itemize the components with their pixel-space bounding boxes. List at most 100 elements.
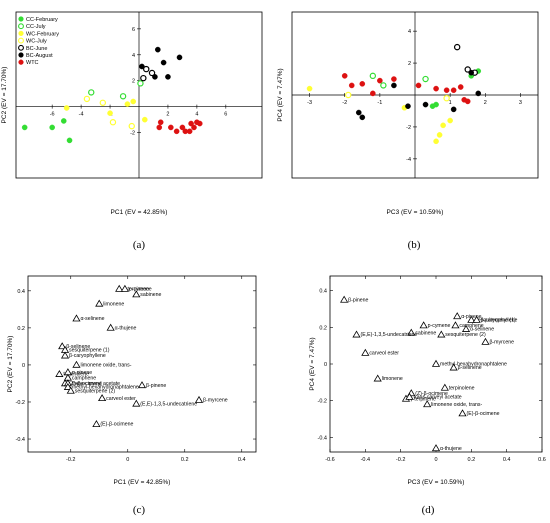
point-label: α-selinene [470, 327, 494, 333]
data-point [467, 315, 476, 323]
data-point [21, 124, 28, 131]
x-tick-label: -3 [307, 100, 312, 106]
y-axis-label: PC4 (EV = 7.47%) [277, 68, 284, 121]
data-point [429, 103, 436, 109]
y-tick-label: 2 [408, 61, 411, 67]
data-point [188, 120, 194, 127]
point-label: β-caryophyllene [481, 318, 518, 324]
data-point [475, 90, 482, 97]
y-tick-label: 0 [324, 362, 327, 368]
data-point [457, 84, 464, 90]
y-tick-label: 4 [132, 53, 135, 59]
point-label: sesquiterpene (2) [445, 332, 486, 338]
data-point [453, 312, 462, 320]
legend-marker [18, 23, 24, 30]
data-point [63, 382, 72, 390]
data-point [107, 110, 113, 116]
data-point [173, 128, 180, 135]
data-point [66, 386, 75, 394]
x-tick-label: 0.4 [238, 457, 246, 463]
data-point [437, 330, 446, 338]
data-point [423, 400, 432, 408]
point-label: trans-carveyl acetate [414, 395, 462, 401]
data-point [196, 120, 203, 127]
data-point [194, 395, 204, 403]
y-tick-label: 0.2 [17, 326, 25, 332]
data-point [55, 370, 64, 377]
y-tick-label: 0.4 [17, 289, 25, 295]
data-point [422, 75, 429, 83]
data-point [431, 359, 441, 367]
y-tick-label: -0.4 [16, 437, 25, 443]
data-point [451, 321, 460, 329]
panel-label: (c) [133, 504, 146, 516]
point-label: α-pinene [72, 370, 92, 376]
data-point [450, 87, 457, 94]
data-point [461, 324, 471, 332]
data-point [148, 69, 156, 77]
y-tick-label: 0.2 [319, 325, 327, 331]
y-tick-label: -0.2 [318, 399, 327, 405]
data-point [66, 137, 73, 144]
data-point [458, 409, 467, 417]
point-label: p-cymene [129, 286, 152, 292]
y-tick-label: -4 [406, 157, 411, 163]
point-label: sesquiterpene (2) [75, 388, 116, 394]
x-axis-label: PC1 (EV = 42.85%) [111, 209, 168, 216]
x-tick-label: 0.2 [181, 457, 189, 463]
data-point [132, 290, 141, 298]
panel-label: (d) [422, 504, 435, 516]
data-point [391, 82, 397, 89]
data-point [443, 94, 450, 102]
data-point [120, 284, 129, 292]
legend-marker [18, 44, 24, 51]
data-point [176, 54, 183, 61]
y-tick-label: -0.4 [318, 435, 327, 441]
data-point [433, 85, 439, 92]
legend-marker [18, 52, 24, 58]
data-point [60, 351, 70, 359]
data-point [130, 98, 137, 105]
data-point [440, 383, 449, 391]
data-point [137, 381, 147, 389]
data-point [355, 109, 362, 116]
x-tick-label: 0.4 [503, 457, 511, 463]
data-point [373, 374, 382, 382]
data-point [472, 315, 481, 323]
data-point [433, 138, 439, 145]
data-point [370, 90, 376, 97]
y-tick-label: 0 [22, 363, 25, 369]
data-point [63, 105, 70, 111]
data-point [464, 66, 471, 73]
data-point [440, 122, 446, 129]
point-label: β-selinene [458, 365, 482, 371]
x-tick-label: 2 [166, 112, 169, 118]
y-axis-label: PC2 (EV = 17.70%) [7, 336, 14, 393]
data-point [348, 82, 355, 89]
data-point [98, 394, 107, 402]
x-tick-label: -4 [79, 112, 84, 118]
point-label: (E)-β-ocimene [100, 422, 133, 428]
data-point [155, 46, 161, 53]
data-point [115, 284, 124, 292]
x-tick-label: 6 [224, 112, 227, 118]
point-label: β-pinene [348, 297, 368, 303]
point-label: limonene [103, 301, 124, 307]
y-tick-label: 0.4 [319, 289, 327, 295]
data-point [49, 124, 55, 131]
point-label: trans-carveyl acetate [72, 381, 120, 387]
data-point [447, 117, 453, 124]
y-tick-label: 2 [132, 79, 135, 85]
legend-label: BC-August [26, 53, 53, 59]
panel-3: -0.2 0 0.2 0.4 -0.4 -0.2 0 0.2 0.4 PC1 (EV = 42.8… [7, 275, 257, 516]
data-point [124, 101, 131, 107]
point-label: β-caryophyllene [69, 353, 106, 359]
data-point [377, 77, 383, 84]
data-point [361, 348, 370, 356]
legend-label: WC-February [26, 31, 59, 37]
y-tick-label: -0.2 [16, 400, 25, 406]
y-tick-label: -2 [130, 131, 135, 137]
y-axis-label: PC4 (EV = 7.47%) [309, 337, 316, 390]
legend-marker [18, 37, 24, 44]
data-point [450, 106, 457, 113]
